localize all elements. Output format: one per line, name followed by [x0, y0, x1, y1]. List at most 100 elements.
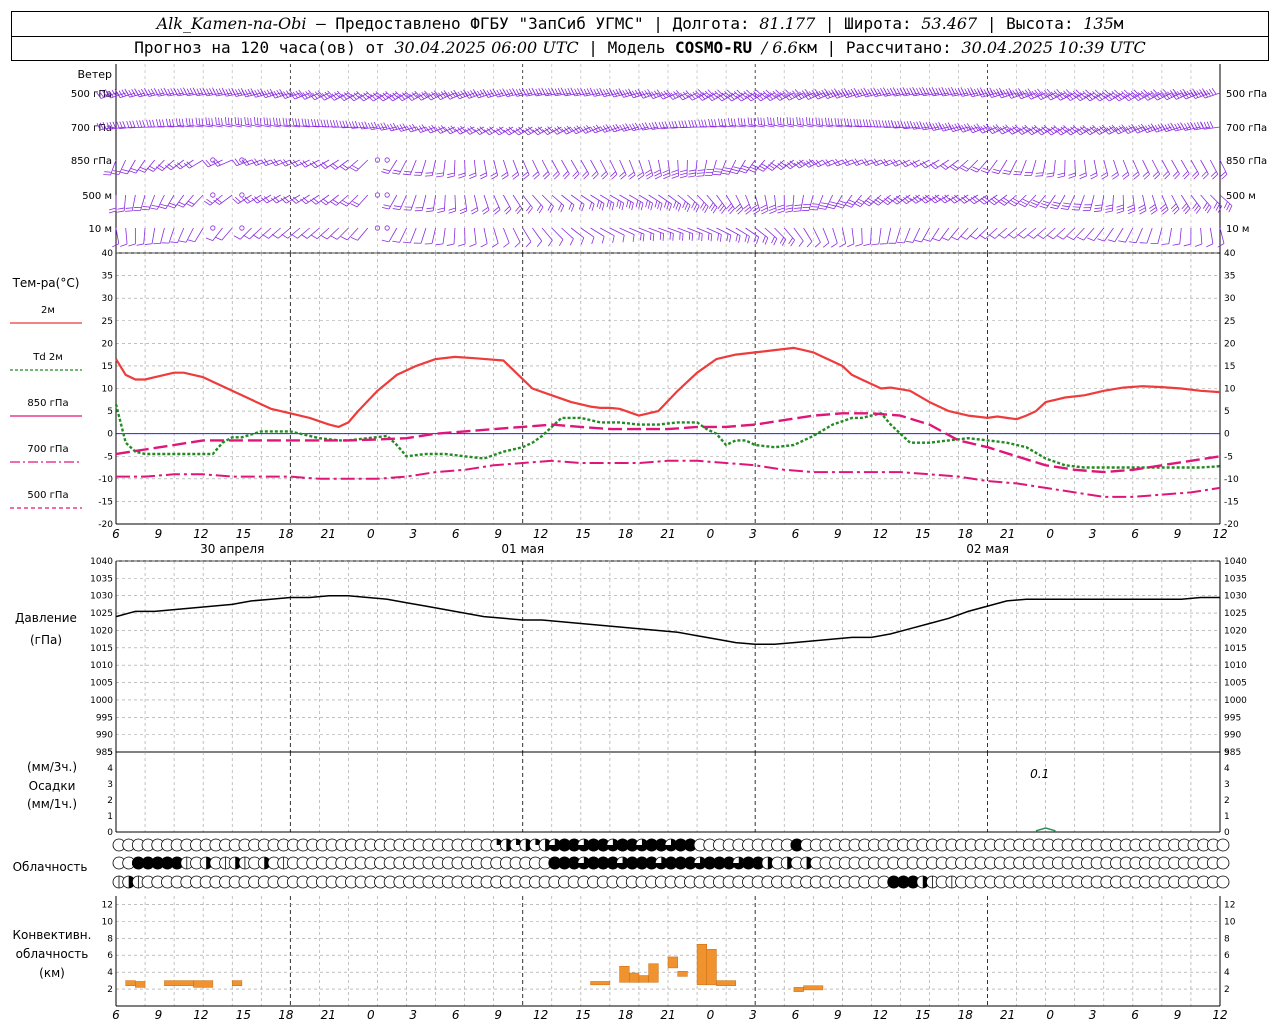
wind-barb-feather — [437, 207, 445, 210]
wind-barb-feather — [440, 125, 447, 132]
wind-barb-feather — [213, 199, 220, 205]
wind-barb-feather — [771, 236, 775, 244]
wind-barb-feather — [1032, 199, 1040, 204]
wind-barb-feather — [1192, 88, 1198, 95]
wind-barb-feather — [628, 88, 633, 96]
wind-barb-feather — [1190, 92, 1196, 99]
wind-barb-feather — [1065, 89, 1072, 96]
wind-calm-icon — [239, 192, 245, 198]
wind-barb-feather — [1184, 208, 1191, 215]
wind-barb-feather — [1067, 93, 1074, 100]
wind-barb-feather — [1074, 129, 1081, 136]
conv-bar — [677, 971, 688, 977]
wind-barb-feather — [106, 91, 111, 99]
wind-barb-feather — [625, 89, 630, 96]
wind-barb-feather — [323, 119, 327, 127]
wind-barb-feather — [804, 88, 810, 95]
wind-barb-feather — [538, 206, 544, 214]
temp-legend-label: 850 гПа — [27, 398, 68, 409]
wind-barb-icon — [921, 227, 930, 243]
wind-barb-feather — [1228, 205, 1233, 213]
wind-barb-feather — [808, 159, 815, 165]
wind-barb-feather — [525, 88, 530, 96]
wind-barb-feather — [1017, 233, 1024, 239]
prec-ytick-left: 3 — [107, 780, 113, 790]
wind-barb-feather — [518, 126, 525, 133]
wind-barb-feather — [862, 201, 870, 207]
wind-barb-feather — [773, 238, 778, 246]
wind-barb-icon — [431, 227, 436, 244]
wind-barb-feather — [1000, 199, 1007, 204]
wind-barb-feather — [923, 238, 931, 242]
wind-barb-feather — [212, 89, 217, 97]
wind-barb-feather — [1056, 89, 1062, 96]
prec-ytick-left: 5 — [107, 748, 113, 758]
wind-barb-feather — [1154, 93, 1161, 100]
conv-xtick-label: 18 — [958, 1008, 974, 1022]
wind-barb-feather — [825, 117, 827, 125]
wind-barb-feather — [654, 175, 662, 180]
wind-barb-feather — [733, 91, 740, 97]
wind-barb-feather — [986, 88, 991, 95]
wind-barb-feather — [758, 165, 766, 170]
wind-barb-feather — [532, 171, 539, 177]
wind-barb-feather — [480, 175, 488, 180]
conv-xtick-label: 0 — [367, 1008, 375, 1022]
wind-barb-feather — [806, 92, 812, 99]
wind-barb-feather — [668, 121, 672, 129]
wind-barb-feather — [738, 235, 741, 243]
wind-barb-feather — [404, 90, 411, 97]
temp-ytick-left: 0 — [107, 430, 113, 440]
wind-barb-icon — [886, 227, 892, 244]
wind-barb-icon — [1180, 159, 1190, 175]
wind-barb-icon — [1112, 194, 1114, 211]
wind-barb-feather — [854, 90, 860, 97]
wind-barb-feather — [1009, 127, 1016, 134]
wind-barb-feather — [602, 173, 608, 180]
wind-barb-feather — [784, 163, 791, 170]
wind-barb-feather — [339, 165, 347, 171]
wind-barb-feather — [1038, 92, 1044, 99]
wind-barb-feather — [1195, 207, 1201, 214]
wind-barb-feather — [564, 88, 569, 96]
wind-barb-feather — [619, 124, 624, 132]
wind-barb-feather — [1169, 90, 1176, 97]
wind-barb-icon — [851, 227, 855, 244]
wind-barb-feather — [691, 233, 694, 241]
wind-barb-feather — [796, 92, 802, 99]
temp-xtick-label: 9 — [494, 527, 502, 541]
wind-barb-feather — [438, 126, 444, 133]
wind-barb-feather — [1132, 171, 1139, 177]
wind-barb-icon — [1209, 227, 1214, 244]
wind-barb-feather — [640, 232, 642, 241]
wind-barb-feather — [580, 89, 585, 97]
wind-barb-feather — [696, 175, 704, 177]
wind-barb-feather — [396, 95, 403, 102]
wind-barb-feather — [704, 206, 709, 213]
wind-barb-feather — [509, 88, 514, 96]
wind-barb-feather — [205, 237, 213, 242]
wind-barb-feather — [1150, 123, 1156, 130]
wind-barb-icon — [895, 227, 901, 244]
wind-barb-feather — [225, 89, 230, 96]
wind-barb-feather — [1173, 208, 1180, 215]
wind-barb-feather — [387, 95, 393, 102]
wind-barb-icon — [609, 159, 618, 175]
header-row-1: Alk_Kamen-na-Obi – Предоставлено ФГБУ "З… — [12, 12, 1268, 37]
wind-barb-feather — [609, 125, 615, 133]
wind-barb-feather — [1020, 200, 1028, 205]
wind-barb-feather — [1053, 90, 1060, 97]
wind-barb-feather — [304, 118, 307, 127]
wind-barb-feather — [1018, 203, 1026, 208]
wind-barb-feather — [474, 129, 480, 135]
wind-barb-feather — [1094, 204, 1103, 207]
wind-barb-feather — [922, 88, 927, 96]
wind-barb-feather — [266, 89, 272, 97]
wind-barb-icon — [976, 159, 988, 173]
wind-barb-feather — [1012, 90, 1018, 97]
wind-calm-icon — [384, 192, 390, 198]
wind-barb-feather — [750, 117, 753, 126]
wind-barb-icon — [532, 194, 544, 208]
wind-barb-feather — [122, 121, 126, 129]
wind-level-left: 500 м — [82, 191, 112, 202]
